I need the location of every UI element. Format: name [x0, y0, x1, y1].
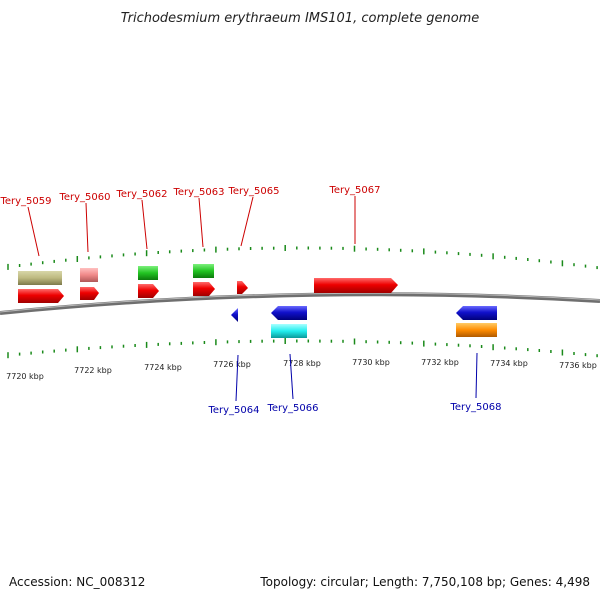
feature-track-upper: [18, 264, 214, 285]
genome-summary-text: Topology: circular; Length: 7,750,108 bp…: [259, 575, 590, 589]
tick-label: 7736 kbp: [559, 361, 597, 370]
gene-labels-forward: Tery_5059 Tery_5060 Tery_5062 Tery_5063 …: [0, 185, 381, 257]
feature-green[interactable]: [193, 264, 214, 278]
gene-label[interactable]: Tery_5066: [266, 403, 318, 414]
feature-pink[interactable]: [80, 268, 98, 282]
feature-track-lower: [271, 323, 497, 338]
gene-label[interactable]: Tery_5065: [227, 186, 279, 197]
label-leader: [85, 202, 89, 253]
feature-green[interactable]: [138, 266, 158, 280]
genome-backbone: [0, 292, 600, 315]
tick-row-upper: [7, 245, 598, 270]
cds-arrow-forward[interactable]: [18, 289, 64, 303]
feature-orange[interactable]: [456, 323, 497, 337]
gene-label[interactable]: Tery_5063: [172, 187, 224, 198]
tick-label: 7722 kbp: [74, 366, 112, 375]
label-leader: [475, 352, 478, 399]
label-leader: [141, 199, 148, 250]
label-leader: [27, 206, 40, 257]
genome-backbone-highlight: [0, 292, 600, 313]
label-leader: [289, 353, 294, 400]
gene-label[interactable]: Tery_5064: [207, 405, 259, 416]
label-leader: [198, 197, 204, 248]
tick-label: 7732 kbp: [421, 358, 459, 367]
gene-label[interactable]: Tery_5062: [115, 189, 167, 200]
tick-label: 7724 kbp: [144, 363, 182, 372]
label-leader: [235, 354, 239, 402]
cds-arrow-forward[interactable]: [314, 278, 398, 293]
feature-olive[interactable]: [18, 271, 62, 285]
label-leader: [240, 196, 254, 247]
gene-label[interactable]: Tery_5067: [328, 185, 380, 196]
cds-arrow-reverse[interactable]: [456, 306, 497, 320]
tick-label: 7734 kbp: [490, 359, 528, 368]
cds-track-reverse: [231, 306, 497, 322]
accession-text: Accession: NC_008312: [9, 575, 145, 589]
tick-row-lower: [7, 338, 598, 359]
map-title: Trichodesmium erythraeum IMS101, complet…: [121, 11, 480, 26]
tick-label: 7726 kbp: [213, 360, 251, 369]
cds-arrow-reverse[interactable]: [271, 306, 307, 320]
feature-cyan[interactable]: [271, 324, 307, 338]
tick-label: 7728 kbp: [283, 359, 321, 368]
gene-label[interactable]: Tery_5059: [0, 196, 52, 207]
gene-label[interactable]: Tery_5060: [58, 192, 110, 203]
cds-arrow-reverse[interactable]: [231, 308, 238, 322]
cds-track-forward: [18, 278, 398, 303]
tick-labels: 7720 kbp 7722 kbp 7724 kbp 7726 kbp 7728…: [6, 358, 597, 381]
tick-label: 7730 kbp: [352, 358, 390, 367]
gene-labels-reverse: Tery_5064 Tery_5066 Tery_5068: [207, 352, 502, 416]
cds-arrow-forward[interactable]: [138, 284, 159, 298]
cds-arrow-forward[interactable]: [193, 282, 215, 296]
cds-arrow-forward[interactable]: [80, 287, 99, 300]
cds-arrow-forward[interactable]: [237, 281, 248, 294]
gene-label[interactable]: Tery_5068: [449, 402, 501, 413]
tick-label: 7720 kbp: [6, 372, 44, 381]
